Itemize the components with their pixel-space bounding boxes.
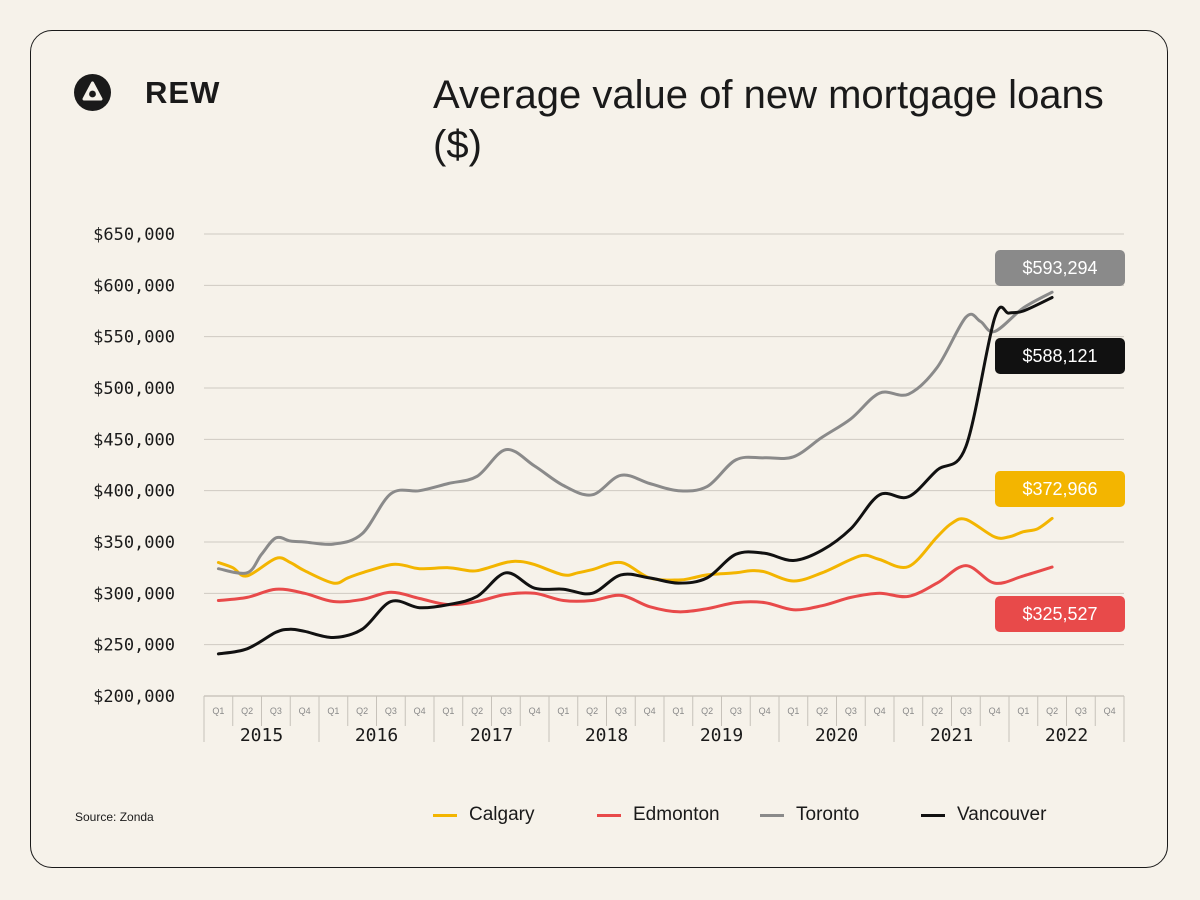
quarter-tick-label: Q1 xyxy=(442,706,454,716)
legend-swatch xyxy=(921,813,945,817)
series-line-calgary xyxy=(216,516,1054,585)
year-tick-label: 2021 xyxy=(930,725,973,746)
year-tick-label: 2017 xyxy=(470,725,513,746)
quarter-tick-label: Q1 xyxy=(902,706,914,716)
legend-swatch xyxy=(597,813,621,817)
quarter-tick-label: Q4 xyxy=(874,706,886,716)
end-value-badge-vancouver: $588,121 xyxy=(995,338,1125,374)
y-tick-label: $600,000 xyxy=(93,276,175,296)
legend-swatch xyxy=(433,813,457,817)
year-tick-label: 2022 xyxy=(1045,725,1088,746)
quarter-tick-label: Q2 xyxy=(241,706,253,716)
legend-label: Calgary xyxy=(469,804,535,825)
badge-background xyxy=(995,250,1125,286)
series-line-edmonton xyxy=(216,564,1054,614)
quarter-tick-label: Q3 xyxy=(270,706,282,716)
quarter-tick-label: Q4 xyxy=(1104,706,1116,716)
quarter-tick-label: Q1 xyxy=(557,706,569,716)
badge-value: $593,294 xyxy=(1022,258,1097,278)
badge-background xyxy=(995,338,1125,374)
brand-name: REW xyxy=(145,74,221,110)
quarter-tick-label: Q2 xyxy=(931,706,943,716)
badge-value: $325,527 xyxy=(1022,604,1097,624)
year-tick-label: 2015 xyxy=(240,725,283,746)
year-tick-label: 2018 xyxy=(585,725,628,746)
y-tick-label: $350,000 xyxy=(93,533,175,553)
badge-background xyxy=(995,596,1125,632)
quarter-tick-label: Q3 xyxy=(730,706,742,716)
rew-logo-icon xyxy=(74,74,111,111)
quarter-tick-label: Q4 xyxy=(644,706,656,716)
y-tick-label: $450,000 xyxy=(93,430,175,450)
badge-value: $372,966 xyxy=(1022,479,1097,499)
legend-swatch xyxy=(760,813,784,817)
quarter-tick-label: Q4 xyxy=(299,706,311,716)
quarter-tick-label: Q4 xyxy=(529,706,541,716)
quarter-tick-label: Q1 xyxy=(787,706,799,716)
quarter-tick-label: Q3 xyxy=(385,706,397,716)
y-tick-label: $500,000 xyxy=(93,379,175,399)
end-value-badge-calgary: $372,966 xyxy=(995,471,1125,507)
year-tick-label: 2020 xyxy=(815,725,858,746)
quarter-tick-label: Q2 xyxy=(586,706,598,716)
source-note: Source: Zonda xyxy=(75,810,154,824)
badge-background xyxy=(995,471,1125,507)
legend-label: Toronto xyxy=(796,804,860,825)
y-tick-label: $400,000 xyxy=(93,482,175,502)
quarter-tick-label: Q3 xyxy=(500,706,512,716)
quarter-tick-label: Q1 xyxy=(212,706,224,716)
end-value-badge-edmonton: $325,527 xyxy=(995,596,1125,632)
quarter-tick-label: Q3 xyxy=(845,706,857,716)
y-tick-label: $650,000 xyxy=(93,225,175,245)
quarter-tick-label: Q2 xyxy=(471,706,483,716)
legend-label: Edmonton xyxy=(633,804,720,825)
legend-label: Vancouver xyxy=(957,804,1047,825)
quarter-tick-label: Q2 xyxy=(701,706,713,716)
end-value-badge-toronto: $593,294 xyxy=(995,250,1125,286)
series-line-vancouver xyxy=(216,296,1054,656)
y-tick-label: $200,000 xyxy=(93,687,175,707)
legend-item-calgary: Calgary xyxy=(433,804,534,826)
y-tick-label: $250,000 xyxy=(93,636,175,656)
quarter-tick-label: Q4 xyxy=(989,706,1001,716)
badge-value: $588,121 xyxy=(1022,346,1097,366)
year-tick-label: 2016 xyxy=(355,725,398,746)
quarter-tick-label: Q2 xyxy=(1046,706,1058,716)
quarter-tick-label: Q1 xyxy=(672,706,684,716)
legend-item-vancouver: Vancouver xyxy=(921,804,1046,826)
quarter-tick-label: Q4 xyxy=(759,706,771,716)
series-line-toronto xyxy=(216,290,1054,575)
brand-logo[interactable]: REW xyxy=(74,74,220,111)
quarter-tick-label: Q2 xyxy=(816,706,828,716)
quarter-tick-label: Q3 xyxy=(960,706,972,716)
legend-item-toronto: Toronto xyxy=(760,804,859,826)
quarter-tick-label: Q1 xyxy=(327,706,339,716)
quarter-tick-label: Q3 xyxy=(615,706,627,716)
chart-title: Average value of new mortgage loans ($) xyxy=(433,73,1104,167)
year-tick-label: 2019 xyxy=(700,725,743,746)
y-tick-label: $550,000 xyxy=(93,328,175,348)
chart-card xyxy=(30,30,1168,868)
quarter-tick-label: Q1 xyxy=(1017,706,1029,716)
legend-item-edmonton: Edmonton xyxy=(597,804,720,826)
quarter-tick-label: Q3 xyxy=(1075,706,1087,716)
y-tick-label: $300,000 xyxy=(93,584,175,604)
quarter-tick-label: Q2 xyxy=(356,706,368,716)
quarter-tick-label: Q4 xyxy=(414,706,426,716)
